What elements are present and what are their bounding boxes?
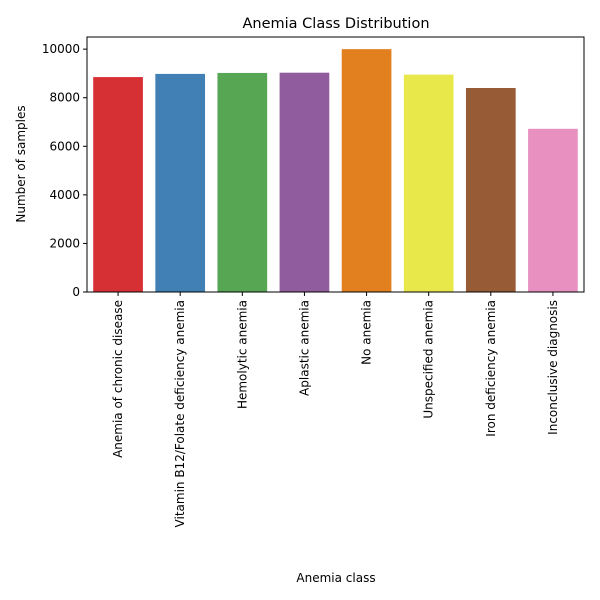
y-tick-label-0: 0 <box>72 285 80 299</box>
plot-frame <box>86 36 585 293</box>
bar-5 <box>403 74 454 293</box>
y-tick-label-1: 2000 <box>49 236 80 250</box>
bar-3 <box>279 72 330 292</box>
bars-group <box>93 49 578 293</box>
y-axis-label: Number of samples <box>14 105 28 222</box>
y-tick-label-5: 10000 <box>42 42 80 56</box>
x-tick-label-1: Vitamin B12/Folate deficiency anemia <box>173 300 187 527</box>
y-axis: 0 2000 4000 6000 8000 10000 <box>42 42 87 299</box>
y-tick-label-3: 6000 <box>49 139 80 153</box>
x-tick-label-2: Hemolytic anemia <box>235 300 249 409</box>
x-tick-label-5: Unspecified anemia <box>422 300 436 419</box>
bar-2 <box>217 72 268 292</box>
x-tick-label-3: Aplastic anemia <box>297 300 311 396</box>
bar-7 <box>528 128 578 292</box>
bar-1 <box>155 73 206 293</box>
chart-title: Anemia Class Distribution <box>242 16 429 32</box>
bar-4 <box>341 49 392 293</box>
x-axis-label: Anemia class <box>296 571 375 585</box>
x-tick-label-0: Anemia of chronic disease <box>111 300 125 458</box>
y-tick-label-2: 4000 <box>49 188 80 202</box>
x-tick-label-6: Iron deficiency anemia <box>484 300 498 437</box>
y-tick-label-4: 8000 <box>49 91 80 105</box>
bar-0 <box>93 77 143 292</box>
x-tick-label-4: No anemia <box>360 300 374 365</box>
x-axis: Anemia of chronic disease Vitamin B12/Fol… <box>111 292 560 527</box>
bar-6 <box>465 88 516 292</box>
x-tick-label-7: Inconclusive diagnosis <box>546 300 560 435</box>
